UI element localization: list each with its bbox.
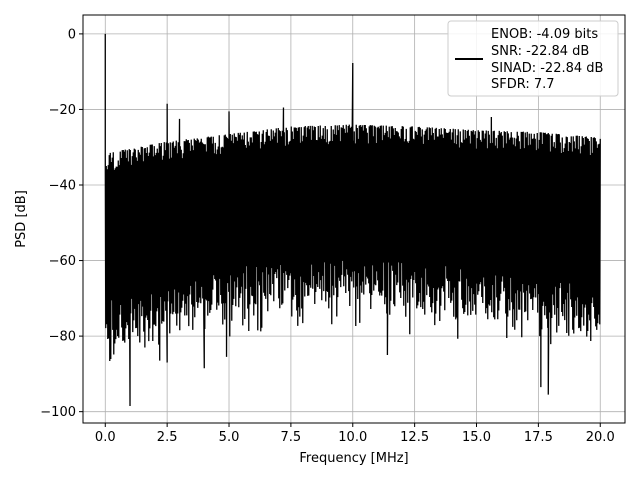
x-tick-label: 10.0	[338, 430, 367, 445]
x-tick-label: 5.0	[219, 430, 240, 445]
legend-box	[447, 20, 619, 97]
plot-area	[104, 33, 601, 407]
legend: ENOB: -4.09 bits SNR: -22.84 dB SINAD: -…	[447, 20, 619, 97]
x-tick-label: 20.0	[586, 430, 615, 445]
x-tick-label: 7.5	[281, 430, 302, 445]
x-axis-label: Frequency [MHz]	[299, 451, 408, 466]
x-tick-label: 15.0	[462, 430, 491, 445]
x-tick-label: 12.5	[400, 430, 429, 445]
x-tick-label: 17.5	[524, 430, 553, 445]
y-tick-label: 0	[68, 27, 76, 42]
psd-trace	[104, 33, 601, 407]
y-axis-label: PSD [dB]	[14, 190, 29, 248]
legend-enob: ENOB: -4.09 bits	[491, 27, 598, 42]
x-tick-label: 2.5	[157, 430, 178, 445]
legend-snr: SNR: -22.84 dB	[491, 44, 589, 59]
y-tick-label: −100	[40, 405, 76, 420]
legend-sinad: SINAD: -22.84 dB	[491, 61, 603, 76]
y-tick-label: −80	[49, 330, 76, 345]
y-tick-label: −20	[49, 103, 76, 118]
legend-sfdr: SFDR: 7.7	[491, 77, 555, 92]
x-tick-label: 0.0	[95, 430, 116, 445]
y-tick-label: −60	[49, 254, 76, 269]
axes-frame	[82, 14, 626, 424]
y-tick-label: −40	[49, 179, 76, 194]
ticks: 0.0 2.5 5.0 7.5 10.0 12.5 15.0 17.5 20.0 0 −20 −40 −…	[40, 27, 614, 445]
